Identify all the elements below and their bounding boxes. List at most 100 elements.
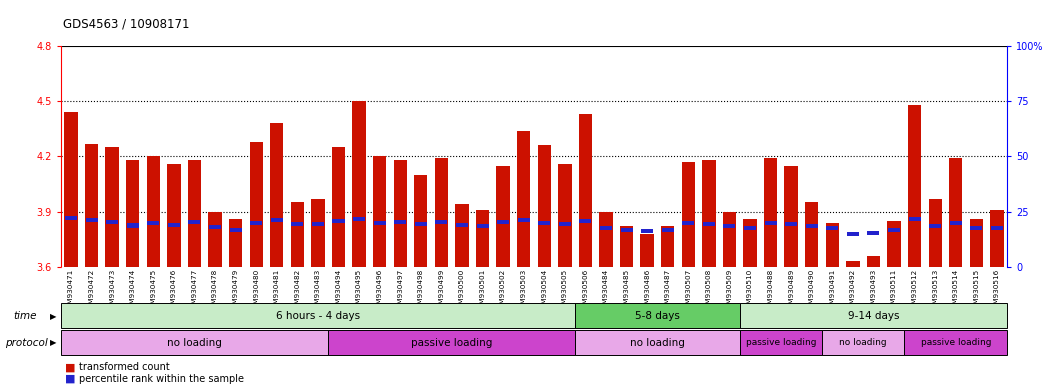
Bar — [374, 221, 385, 225]
Bar — [970, 219, 983, 267]
Bar — [888, 221, 900, 267]
Bar — [373, 157, 386, 267]
Bar — [743, 219, 757, 267]
Bar — [435, 158, 448, 267]
Bar — [328, 330, 575, 355]
Text: 6 hours - 4 days: 6 hours - 4 days — [275, 311, 360, 321]
Bar — [148, 221, 159, 225]
Bar — [620, 227, 633, 267]
Bar — [740, 303, 1007, 328]
Bar — [291, 202, 304, 267]
Bar — [476, 224, 489, 228]
Bar — [888, 228, 900, 232]
Bar — [579, 219, 592, 223]
Bar — [250, 221, 262, 225]
Text: percentile rank within the sample: percentile rank within the sample — [79, 374, 244, 384]
Text: ▶: ▶ — [50, 338, 57, 347]
Bar — [905, 330, 1007, 355]
Bar — [436, 220, 447, 224]
Bar — [575, 303, 740, 328]
Bar — [332, 147, 346, 267]
Bar — [187, 160, 201, 267]
Bar — [599, 212, 612, 267]
Bar — [415, 175, 427, 267]
Bar — [764, 221, 777, 225]
Bar — [249, 142, 263, 267]
Text: protocol: protocol — [5, 338, 48, 348]
Bar — [703, 160, 715, 267]
Bar — [209, 225, 221, 229]
Bar — [311, 199, 325, 267]
Bar — [127, 223, 139, 227]
Bar — [740, 330, 822, 355]
Bar — [575, 330, 740, 355]
Bar — [990, 210, 1004, 267]
Bar — [723, 224, 735, 228]
Text: 5-8 days: 5-8 days — [634, 311, 680, 321]
Bar — [208, 212, 222, 267]
Bar — [641, 234, 653, 267]
Bar — [229, 219, 242, 267]
Bar — [291, 222, 304, 226]
Bar — [559, 222, 571, 226]
Bar — [683, 221, 694, 225]
Bar — [271, 218, 283, 222]
Bar — [600, 226, 612, 230]
Bar — [147, 157, 160, 267]
Bar — [106, 220, 118, 224]
Bar — [908, 105, 921, 267]
Bar — [229, 228, 242, 232]
Bar — [61, 330, 328, 355]
Bar — [703, 222, 715, 226]
Bar — [661, 227, 674, 267]
Bar — [909, 217, 920, 221]
Bar — [394, 160, 407, 267]
Bar — [641, 229, 653, 233]
Text: GDS4563 / 10908171: GDS4563 / 10908171 — [63, 17, 190, 30]
Bar — [188, 220, 200, 224]
Bar — [395, 220, 406, 224]
Bar — [168, 164, 180, 267]
Bar — [558, 164, 572, 267]
Text: transformed count: transformed count — [79, 362, 170, 372]
Text: ■: ■ — [65, 362, 75, 372]
Text: no loading: no loading — [840, 338, 887, 347]
Bar — [86, 218, 97, 222]
Bar — [65, 216, 77, 220]
Bar — [64, 112, 77, 267]
Bar — [846, 262, 860, 267]
Text: passive loading: passive loading — [920, 338, 992, 347]
Bar — [868, 232, 879, 235]
Bar — [822, 330, 905, 355]
Bar — [764, 158, 777, 267]
Text: no loading: no loading — [168, 338, 222, 348]
Bar — [929, 199, 942, 267]
Text: ▶: ▶ — [50, 311, 57, 321]
Bar — [929, 224, 941, 228]
Bar — [85, 144, 98, 267]
Bar — [333, 219, 344, 223]
Bar — [538, 221, 551, 225]
Text: passive loading: passive loading — [745, 338, 816, 347]
Bar — [806, 224, 818, 228]
Bar — [971, 226, 982, 230]
Bar — [312, 222, 324, 226]
Text: 9-14 days: 9-14 days — [848, 311, 899, 321]
Bar — [475, 210, 489, 267]
Text: no loading: no loading — [630, 338, 685, 348]
Bar — [106, 147, 119, 267]
Bar — [990, 226, 1003, 230]
Bar — [785, 222, 797, 226]
Bar — [662, 228, 673, 232]
Bar — [415, 222, 427, 226]
Bar — [61, 303, 575, 328]
Bar — [682, 162, 695, 267]
Bar — [805, 202, 819, 267]
Bar — [353, 101, 365, 267]
Bar — [496, 166, 510, 267]
Bar — [784, 166, 798, 267]
Bar — [126, 160, 139, 267]
Bar — [455, 204, 469, 267]
Bar — [537, 146, 551, 267]
Bar — [950, 221, 962, 225]
